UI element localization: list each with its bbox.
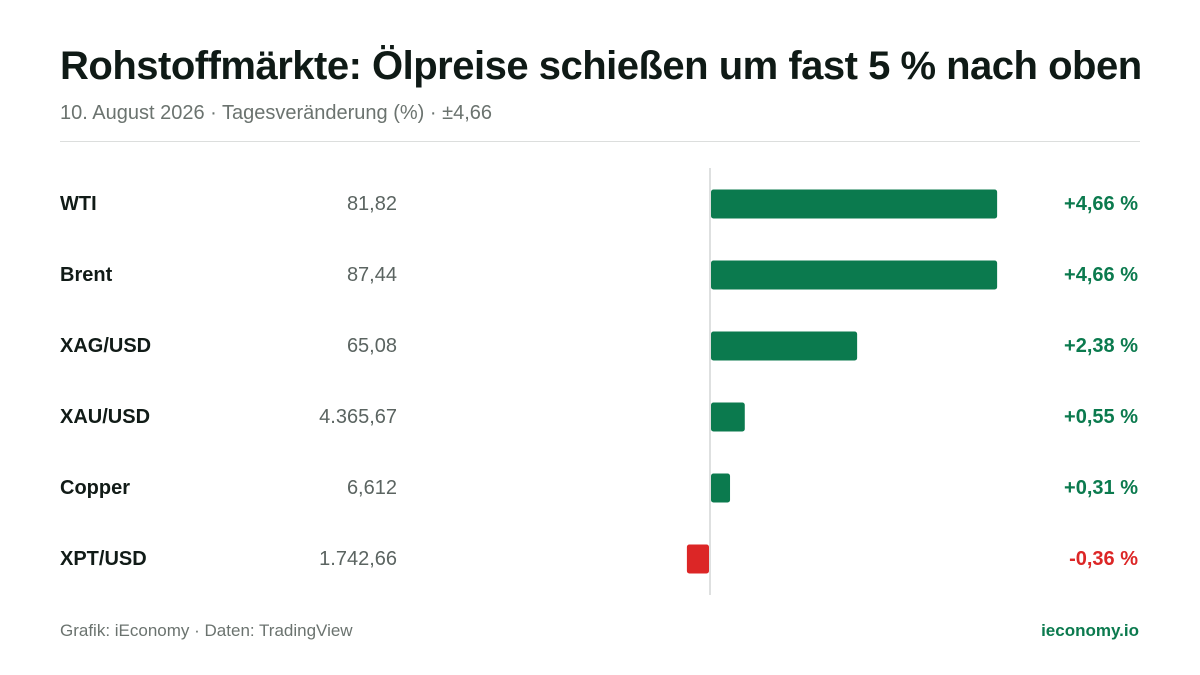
category-label: XAU/USD — [60, 406, 150, 428]
data-bar — [711, 189, 998, 219]
category-label: Copper — [60, 477, 130, 499]
price-label: 81,82 — [347, 193, 397, 215]
price-label: 6,612 — [347, 477, 397, 499]
data-bar — [711, 402, 745, 432]
data-bar — [686, 544, 709, 574]
data-bar — [711, 473, 731, 503]
source-note: Grafik: iEconomy · Daten: TradingView — [60, 621, 353, 640]
category-label: WTI — [60, 193, 97, 215]
brand-link[interactable]: ieconomy.io — [1041, 621, 1139, 640]
category-label: Brent — [60, 264, 113, 286]
data-bar — [711, 331, 858, 361]
value-label: +0,31 % — [1064, 477, 1138, 499]
value-label: -0,36 % — [1069, 548, 1138, 570]
value-label: +4,66 % — [1064, 193, 1138, 215]
price-label: 4.365,67 — [319, 406, 397, 428]
price-label: 87,44 — [347, 264, 397, 286]
value-label: +0,55 % — [1064, 406, 1138, 428]
data-bar — [711, 260, 998, 290]
category-label: XPT/USD — [60, 548, 147, 570]
price-label: 1.742,66 — [319, 548, 397, 570]
chart-title: Rohstoffmärkte: Ölpreise schießen um fas… — [60, 44, 1142, 88]
value-label: +2,38 % — [1064, 335, 1138, 357]
category-label: XAG/USD — [60, 335, 151, 357]
price-label: 65,08 — [347, 335, 397, 357]
header-divider — [60, 141, 1140, 142]
value-label: +4,66 % — [1064, 264, 1138, 286]
chart-subtitle: 10. August 2026 · Tagesveränderung (%) ·… — [60, 102, 492, 124]
